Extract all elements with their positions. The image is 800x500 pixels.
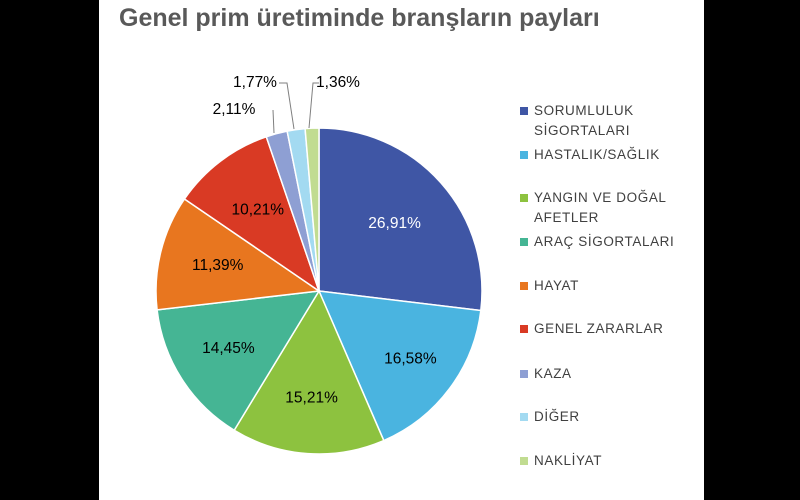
legend-item-nakli-yat: NAKLİYAT <box>520 451 700 471</box>
pie-slice-hastalik-saglik <box>318 290 482 442</box>
legend-swatch <box>520 282 528 290</box>
data-label-hastalik-saglik: 16,58% <box>384 350 437 367</box>
data-label-kaza: 2,11% <box>213 101 256 118</box>
leader-line-di-ger <box>279 82 295 130</box>
legend-swatch <box>520 238 528 246</box>
data-label-arac-si-gortalari: 14,45% <box>202 340 255 357</box>
legend-swatch <box>520 457 528 465</box>
slide: Genel prim üretiminde branşların payları… <box>99 0 704 500</box>
legend-item-arac-si-gortalari: ARAÇ SİGORTALARI <box>520 232 700 252</box>
data-label-hayat: 11,39% <box>192 257 244 274</box>
legend-item-sorumluluk-si-gortalari: SORUMLULUK SİGORTALARI <box>520 101 700 141</box>
chart-title: Genel prim üretiminde branşların payları <box>119 4 600 32</box>
legend-swatch <box>520 107 528 115</box>
data-label-di-ger: 1,77% <box>233 74 277 91</box>
pie-slice-arac-si-gortalari <box>156 290 320 431</box>
legend-swatch <box>520 325 528 333</box>
legend-item-hastalik-saglik: HASTALIK/SAĞLIK <box>520 145 700 165</box>
legend-label: HASTALIK/SAĞLIK <box>534 147 660 162</box>
legend-label: KAZA <box>534 366 572 381</box>
legend-swatch <box>520 413 528 421</box>
legend-label: DİĞER <box>534 409 580 424</box>
legend-swatch <box>520 194 528 202</box>
pie-slice-hayat <box>155 198 320 311</box>
legend-swatch <box>520 151 528 159</box>
legend-swatch <box>520 370 528 378</box>
legend-item-di-ger: DİĞER <box>520 407 700 427</box>
pie-chart: 26,91% 16,58% 15,21% 14,45% 11,39% 10,21% 2,11… <box>155 74 483 455</box>
pie-slice-yangin-ve-dogal-afetler <box>233 290 385 455</box>
leader-line-kaza <box>272 109 275 134</box>
leader-line-nakli-yat <box>308 82 319 129</box>
data-label-nakli-yat: 1,36% <box>316 74 360 91</box>
legend-label: YANGIN VE DOĞAL AFETLER <box>534 190 667 225</box>
legend-item-kaza: KAZA <box>520 364 700 384</box>
pie-slice-sorumluluk-si-gortalari <box>318 127 483 312</box>
legend-label: NAKLİYAT <box>534 453 603 468</box>
data-label-sorumluluk-si-gortalari: 26,91% <box>368 215 421 232</box>
legend-item-hayat: HAYAT <box>520 276 700 296</box>
legend-item-yangin-ve-dogal-afetler: YANGIN VE DOĞAL AFETLER <box>520 188 700 228</box>
data-label-yangin-ve-dogal-afetler: 15,21% <box>285 389 338 406</box>
legend-label: GENEL ZARARLAR <box>534 321 664 336</box>
pie-slice-genel-zararlar <box>183 136 320 292</box>
legend-label: ARAÇ SİGORTALARI <box>534 234 675 249</box>
legend-item-genel-zararlar: GENEL ZARARLAR <box>520 319 700 339</box>
data-label-genel-zararlar: 10,21% <box>232 202 285 219</box>
legend-label: SORUMLULUK SİGORTALARI <box>534 103 634 138</box>
legend-label: HAYAT <box>534 278 580 293</box>
pie-slice-nakli-yat <box>304 127 320 292</box>
